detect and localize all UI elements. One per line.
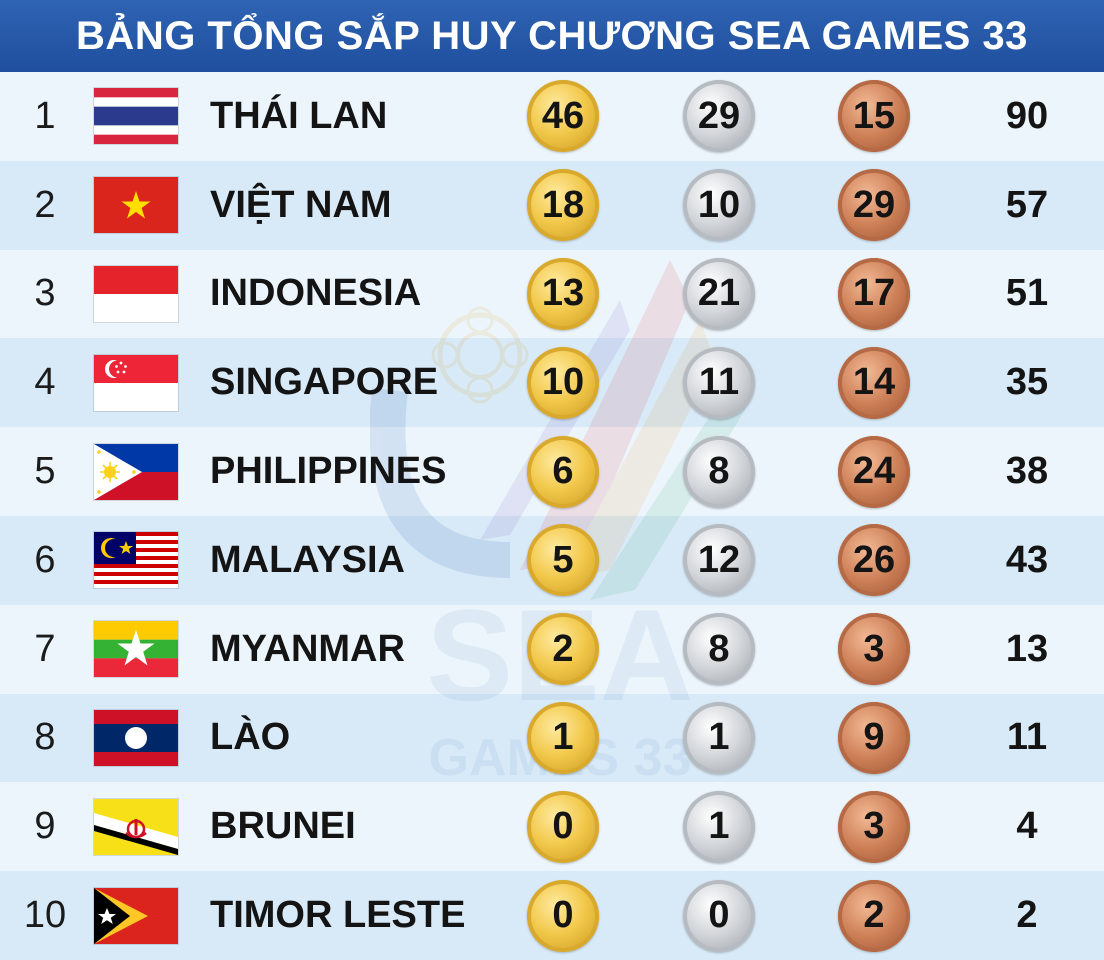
country-name: MALAYSIA — [210, 538, 405, 581]
total-medal-count: 90 — [1005, 94, 1049, 137]
country-name: INDONESIA — [210, 272, 422, 315]
total-medal-count: 13 — [1005, 627, 1049, 670]
header-banner: BẢNG TỔNG SẮP HUY CHƯƠNG SEA GAMES 33 — [0, 0, 1104, 72]
table-row: 5 PHILIPPINES 6 8 24 38 — [0, 427, 1104, 516]
silver-medal-count: 12 — [683, 524, 755, 597]
silver-medal-count: 0 — [683, 879, 755, 952]
rank-cell: 3 — [34, 272, 56, 315]
silver-medal-count: 1 — [683, 701, 755, 774]
total-medal-count: 35 — [1005, 361, 1049, 404]
bronze-medal-count: 29 — [838, 169, 910, 242]
country-name: LÀO — [210, 716, 291, 759]
gold-medal-count: 0 — [527, 790, 599, 863]
rank-cell: 2 — [34, 183, 56, 226]
table-row: 10 TIMOR LESTE 0 0 2 2 — [0, 871, 1104, 960]
silver-medal-count: 29 — [683, 80, 755, 153]
table-row: 1 THÁI LAN 46 29 15 90 — [0, 72, 1104, 161]
country-name: PHILIPPINES — [210, 450, 447, 493]
bronze-medal-count: 9 — [838, 701, 910, 774]
total-medal-count: 57 — [1005, 183, 1049, 226]
silver-medal-count: 8 — [683, 435, 755, 508]
total-medal-count: 51 — [1005, 272, 1049, 315]
bronze-medal-count: 14 — [838, 346, 910, 419]
country-name: THÁI LAN — [210, 94, 388, 137]
rank-cell: 6 — [34, 538, 56, 581]
bronze-medal-count: 15 — [838, 80, 910, 153]
thailand-flag-icon — [94, 88, 178, 145]
gold-medal-count: 13 — [527, 257, 599, 330]
gold-medal-count: 18 — [527, 169, 599, 242]
rank-cell: 9 — [34, 805, 56, 848]
table-row: 3 INDONESIA 13 21 17 51 — [0, 249, 1104, 339]
gold-medal-count: 10 — [527, 346, 599, 419]
gold-medal-count: 6 — [527, 435, 599, 508]
malaysia-flag-icon — [94, 532, 178, 589]
country-name: SINGAPORE — [210, 361, 439, 404]
myanmar-flag-icon — [94, 621, 178, 678]
bronze-medal-count: 2 — [838, 879, 910, 952]
bronze-medal-count: 17 — [838, 257, 910, 330]
bronze-medal-count: 3 — [838, 613, 910, 686]
rank-cell: 5 — [34, 450, 56, 493]
country-name: BRUNEI — [210, 805, 356, 848]
silver-medal-count: 21 — [683, 257, 755, 330]
table-row: 8 LÀO 1 1 9 11 — [0, 693, 1104, 783]
table-row: 4 SINGAPORE 10 11 14 35 — [0, 338, 1104, 428]
country-name: VIỆT NAM — [210, 183, 392, 226]
bronze-medal-count: 24 — [838, 435, 910, 508]
rank-cell: 10 — [23, 894, 67, 937]
page-title: BẢNG TỔNG SẮP HUY CHƯƠNG SEA GAMES 33 — [76, 13, 1028, 58]
silver-medal-count: 10 — [683, 169, 755, 242]
vietnam-flag-icon — [94, 177, 178, 234]
total-medal-count: 2 — [1016, 894, 1038, 937]
table-row: 2 VIỆT NAM 18 10 29 57 — [0, 160, 1104, 250]
singapore-flag-icon — [94, 354, 178, 411]
gold-medal-count: 46 — [527, 80, 599, 153]
total-medal-count: 38 — [1005, 450, 1049, 493]
silver-medal-count: 11 — [683, 346, 755, 419]
silver-medal-count: 1 — [683, 790, 755, 863]
indonesia-flag-icon — [94, 265, 178, 322]
timor-leste-flag-icon — [94, 887, 178, 944]
country-name: MYANMAR — [210, 627, 405, 670]
rank-cell: 4 — [34, 361, 56, 404]
laos-flag-icon — [94, 709, 178, 766]
gold-medal-count: 1 — [527, 701, 599, 774]
gold-medal-count: 5 — [527, 524, 599, 597]
total-medal-count: 4 — [1016, 805, 1038, 848]
total-medal-count: 11 — [1006, 716, 1048, 759]
country-name: TIMOR LESTE — [210, 894, 466, 937]
gold-medal-count: 2 — [527, 613, 599, 686]
rank-cell: 7 — [34, 627, 56, 670]
silver-medal-count: 8 — [683, 613, 755, 686]
bronze-medal-count: 3 — [838, 790, 910, 863]
brunei-flag-icon — [94, 798, 178, 855]
rank-cell: 8 — [34, 716, 56, 759]
rank-cell: 1 — [34, 94, 56, 137]
bronze-medal-count: 26 — [838, 524, 910, 597]
table-row: 9 BRUNEI 0 1 3 4 — [0, 782, 1104, 872]
table-row: 7 MYANMAR 2 8 3 13 — [0, 604, 1104, 694]
gold-medal-count: 0 — [527, 879, 599, 952]
total-medal-count: 43 — [1005, 538, 1049, 581]
philippines-flag-icon — [94, 443, 178, 500]
medal-table: 1 THÁI LAN 46 29 15 90 2 VIỆT NAM 18 10 … — [0, 72, 1104, 960]
table-row: 6 MALAYSIA 5 12 26 43 — [0, 515, 1104, 605]
